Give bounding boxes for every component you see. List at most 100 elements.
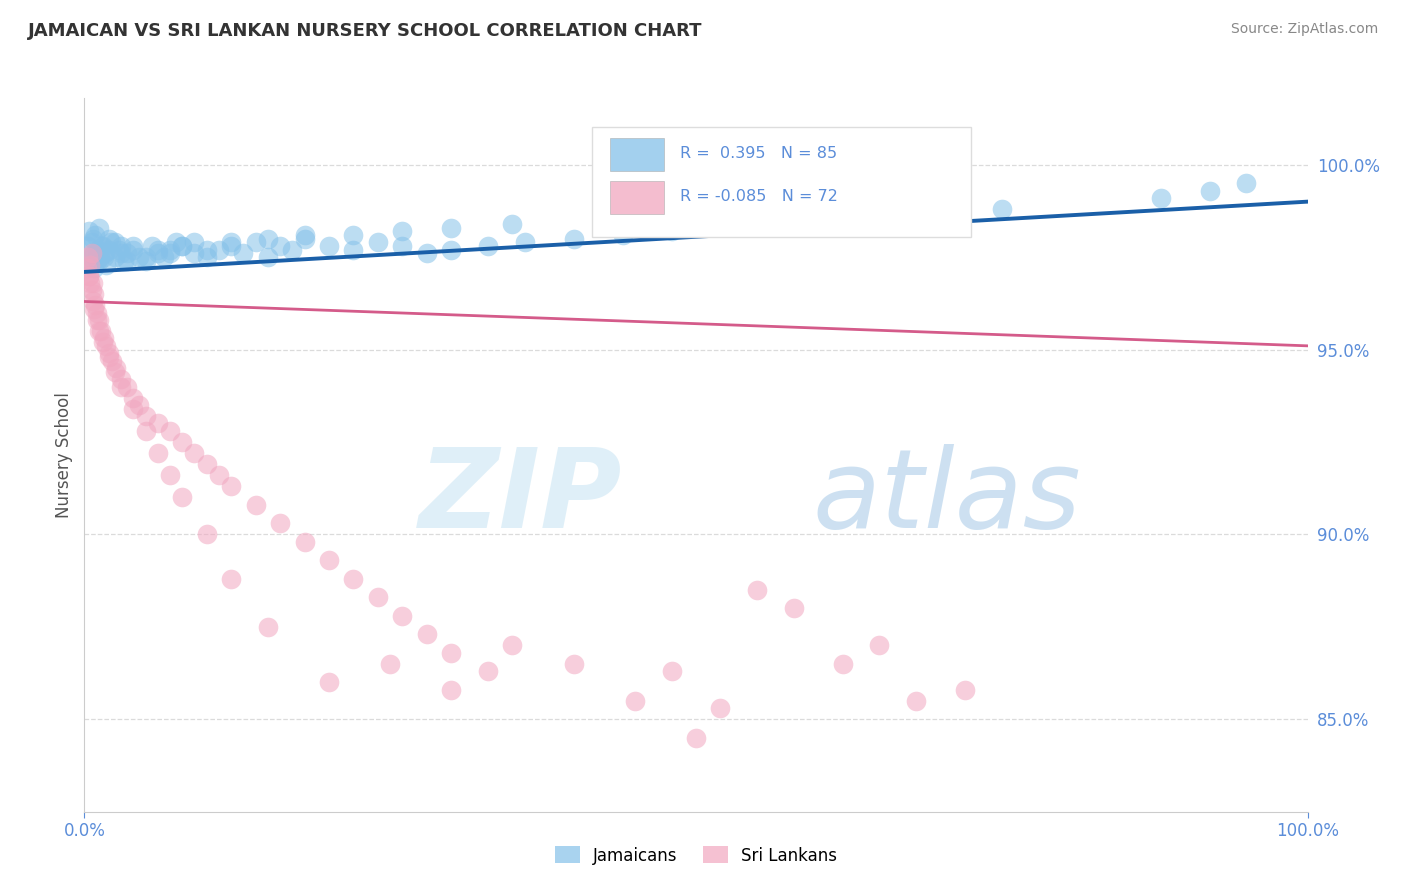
- Point: [195, 457, 218, 471]
- Point: [219, 572, 242, 586]
- Point: [172, 491, 194, 505]
- Point: [87, 324, 110, 338]
- Y-axis label: Nursery School: Nursery School: [55, 392, 73, 518]
- Text: atlas: atlas: [813, 444, 1081, 551]
- Point: [146, 446, 169, 460]
- Point: [440, 682, 463, 697]
- Point: [79, 258, 101, 272]
- Point: [159, 243, 181, 257]
- Point: [257, 620, 280, 634]
- Point: [90, 324, 112, 338]
- Point: [624, 694, 647, 708]
- Point: [1198, 184, 1220, 198]
- Point: [122, 401, 145, 416]
- Point: [440, 243, 463, 257]
- Point: [747, 582, 769, 597]
- Point: [562, 657, 585, 671]
- Point: [141, 239, 163, 253]
- Point: [93, 331, 115, 345]
- Point: [391, 608, 413, 623]
- Point: [110, 379, 132, 393]
- Point: [953, 682, 976, 697]
- Point: [183, 446, 205, 460]
- Point: [195, 243, 218, 257]
- Point: [110, 246, 132, 260]
- Point: [342, 227, 364, 242]
- Point: [612, 227, 634, 242]
- Point: [294, 232, 316, 246]
- Point: [97, 232, 120, 246]
- Point: [146, 417, 169, 431]
- Point: [79, 276, 101, 290]
- Point: [342, 243, 364, 257]
- Point: [91, 239, 114, 253]
- Point: [80, 246, 103, 260]
- Point: [416, 246, 439, 260]
- Point: [94, 246, 117, 260]
- Point: [77, 268, 100, 283]
- Point: [942, 194, 965, 209]
- Point: [477, 664, 499, 678]
- Point: [391, 224, 413, 238]
- Point: [128, 250, 150, 264]
- Point: [269, 516, 291, 531]
- Point: [77, 250, 100, 264]
- Point: [87, 243, 110, 257]
- Point: [159, 246, 181, 260]
- Point: [257, 232, 280, 246]
- Point: [661, 224, 683, 238]
- FancyBboxPatch shape: [610, 181, 664, 214]
- Point: [122, 391, 145, 405]
- Point: [219, 235, 242, 250]
- Point: [115, 253, 138, 268]
- Point: [82, 294, 104, 309]
- Text: JAMAICAN VS SRI LANKAN NURSERY SCHOOL CORRELATION CHART: JAMAICAN VS SRI LANKAN NURSERY SCHOOL CO…: [28, 22, 703, 40]
- Point: [807, 194, 830, 209]
- Legend: Jamaicans, Sri Lankans: Jamaicans, Sri Lankans: [548, 839, 844, 871]
- Point: [77, 224, 100, 238]
- Point: [122, 243, 145, 257]
- Point: [77, 268, 100, 283]
- Point: [245, 498, 267, 512]
- Point: [391, 239, 413, 253]
- Point: [83, 301, 105, 316]
- Point: [905, 694, 928, 708]
- Point: [318, 553, 340, 567]
- Point: [172, 434, 194, 449]
- Point: [83, 287, 105, 301]
- Point: [991, 202, 1014, 216]
- Point: [146, 243, 169, 257]
- Point: [97, 346, 120, 360]
- Point: [86, 313, 108, 327]
- Point: [83, 246, 105, 260]
- Point: [318, 239, 340, 253]
- Point: [86, 305, 108, 319]
- Point: [1236, 176, 1258, 190]
- Point: [183, 246, 205, 260]
- Point: [97, 350, 120, 364]
- Point: [477, 239, 499, 253]
- Point: [502, 217, 524, 231]
- Point: [86, 253, 108, 268]
- Point: [440, 220, 463, 235]
- Point: [79, 258, 101, 272]
- Point: [367, 591, 389, 605]
- Point: [172, 239, 194, 253]
- Point: [709, 701, 731, 715]
- Point: [135, 424, 157, 438]
- Point: [115, 246, 138, 260]
- Point: [770, 210, 793, 224]
- Point: [342, 572, 364, 586]
- Point: [87, 220, 110, 235]
- Point: [146, 246, 169, 260]
- Point: [79, 250, 101, 264]
- Point: [135, 253, 157, 268]
- Point: [783, 601, 806, 615]
- Point: [685, 731, 707, 745]
- Point: [380, 657, 402, 671]
- Point: [104, 250, 127, 264]
- Point: [83, 261, 105, 276]
- FancyBboxPatch shape: [592, 127, 972, 237]
- Point: [104, 365, 127, 379]
- Point: [96, 258, 118, 272]
